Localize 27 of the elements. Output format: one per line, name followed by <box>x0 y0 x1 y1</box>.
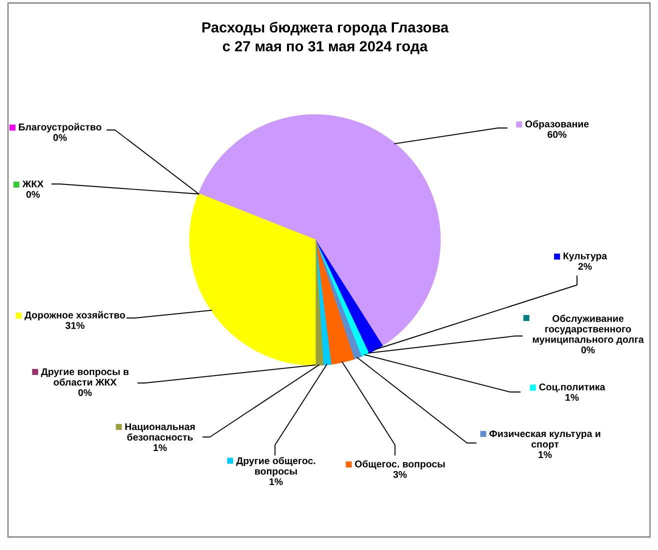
legend-label: Культура <box>564 252 608 262</box>
legend-label: Другие общегос. вопросы <box>236 456 316 477</box>
text: 0% <box>26 190 40 198</box>
data-label: 1% <box>154 444 167 452</box>
text: 0% <box>581 346 595 354</box>
legend-label: Образование <box>525 120 589 130</box>
legend-label: Дорожное хозяйство <box>24 311 126 320</box>
legend-label: Другие вопросы в области ЖКХ <box>41 368 129 386</box>
data-label: 1% <box>566 394 579 401</box>
data-label: 1% <box>270 478 283 486</box>
legend-label: Физическая культура и спорт <box>489 430 600 450</box>
data-label: 60% <box>548 131 566 138</box>
pie-slice <box>189 193 316 366</box>
data-label: 3% <box>393 471 407 478</box>
data-label: 31% <box>65 322 84 329</box>
data-label: 2% <box>578 262 592 270</box>
legend-label: Соц.политика <box>539 383 606 392</box>
chart-title: Расходы бюджета города Глазова с 27 мая по 31 мая 2024 года <box>202 22 449 54</box>
legend-label: Благоустройство <box>18 123 102 132</box>
legend-label: ЖКХ <box>22 180 44 188</box>
data-label: 1% <box>538 451 552 458</box>
legend-label: Национальная безопасность <box>125 423 195 441</box>
text: 0% <box>78 389 92 396</box>
legend-label: Обслуживание государственного муниципального долга <box>532 314 644 345</box>
text: 0% <box>53 134 67 141</box>
legend-label: Общегос. вопросы <box>354 460 445 470</box>
pie-slice <box>198 114 441 346</box>
